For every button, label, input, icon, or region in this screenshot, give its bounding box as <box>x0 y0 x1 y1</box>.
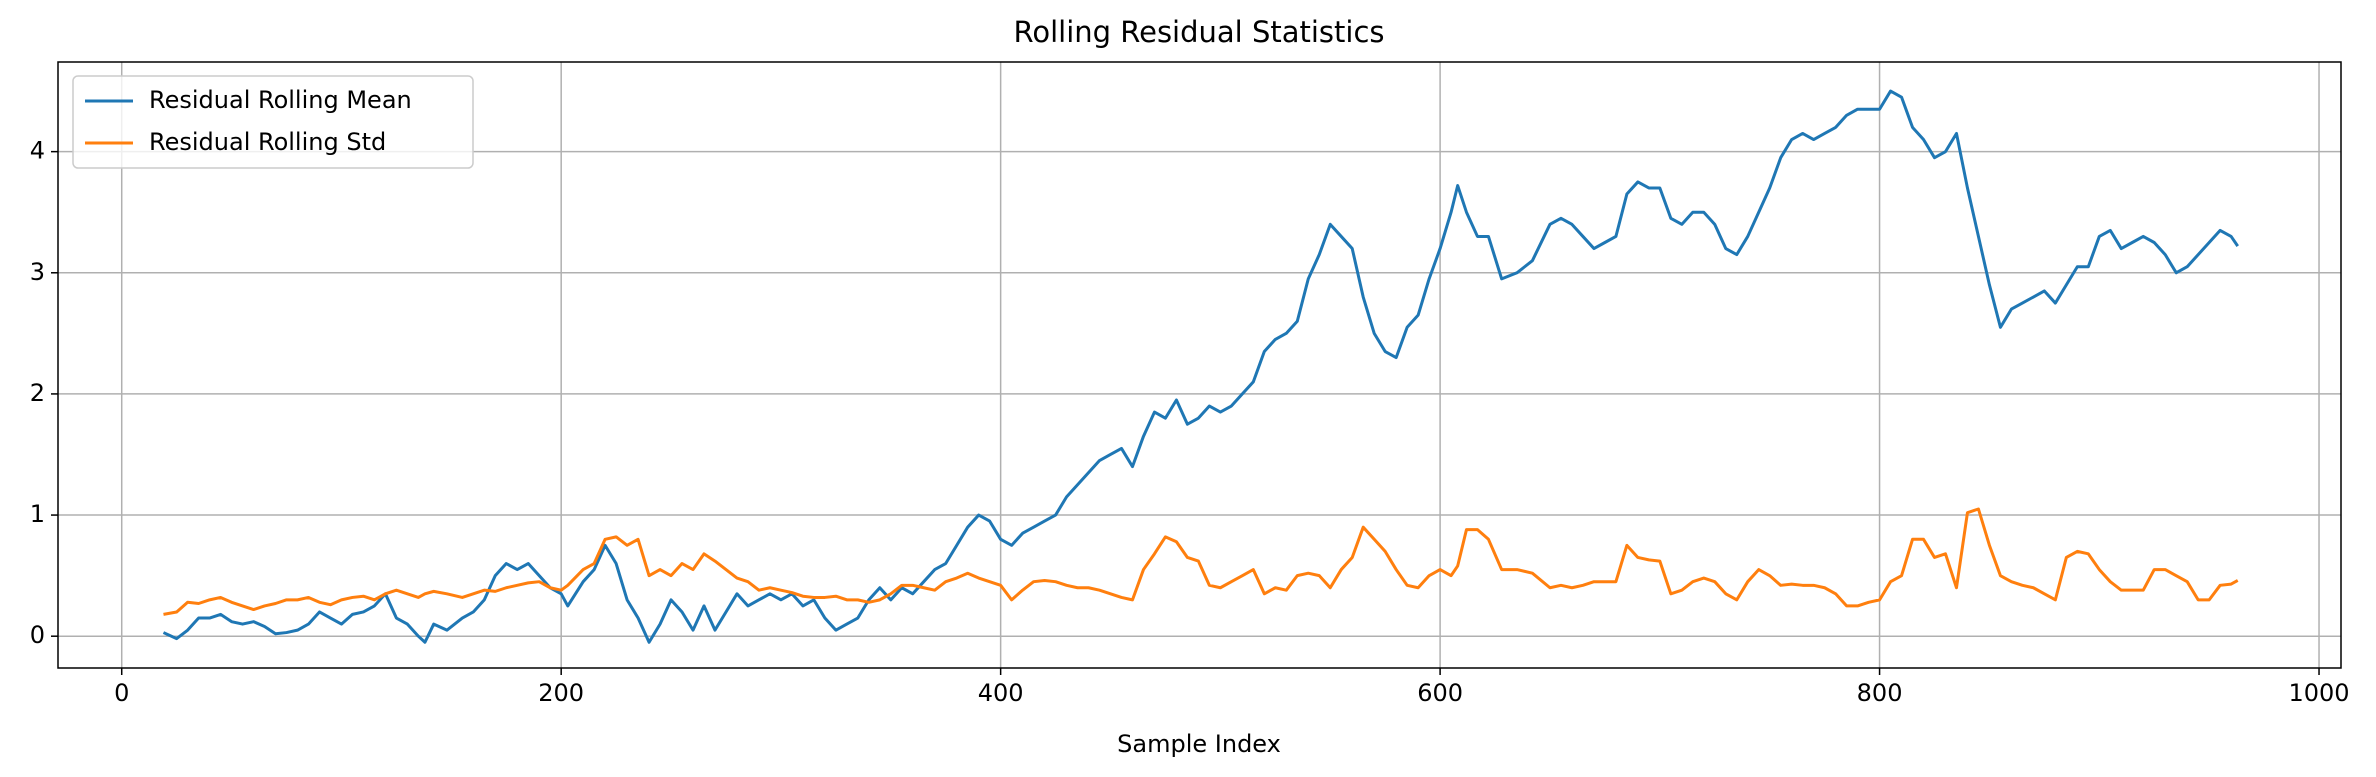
y-tick-label: 3 <box>30 258 45 286</box>
y-tick-label: 0 <box>30 621 45 649</box>
x-tick-label: 0 <box>114 679 129 707</box>
legend-box <box>72 75 474 169</box>
chart-title: Rolling Residual Statistics <box>1013 15 1384 49</box>
plot-frame <box>57 61 2342 669</box>
y-tick-label: 1 <box>30 500 45 528</box>
y-tick-label: 2 <box>30 379 45 407</box>
x-axis-label: Sample Index <box>1117 730 1281 758</box>
legend-label: Residual Rolling Std <box>149 128 386 156</box>
x-tick-label: 800 <box>1857 679 1903 707</box>
x-tick-label: 600 <box>1417 679 1463 707</box>
y-tick-label: 4 <box>30 137 45 165</box>
series-line <box>162 89 2239 644</box>
x-tick-label: 400 <box>978 679 1024 707</box>
series-line <box>163 507 2239 616</box>
x-tick-label: 1000 <box>2288 679 2349 707</box>
legend-label: Residual Rolling Mean <box>149 86 412 114</box>
x-tick-label: 200 <box>538 679 584 707</box>
